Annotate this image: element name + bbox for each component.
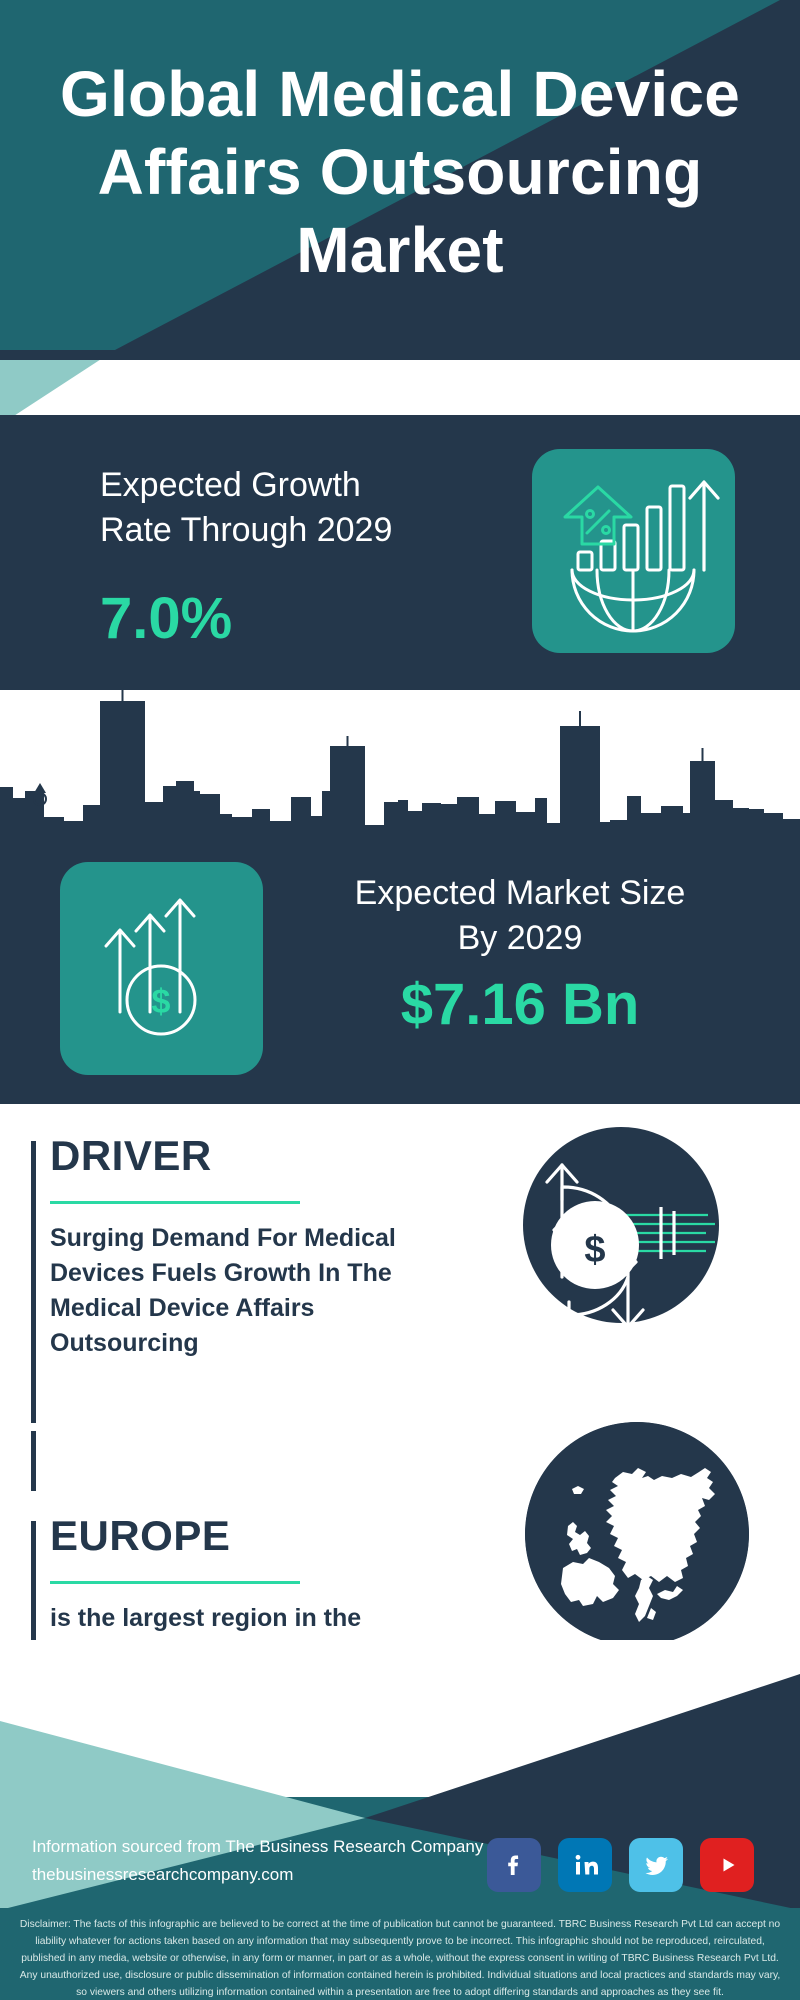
svg-text:$: $ bbox=[152, 983, 171, 1021]
svg-text:$: $ bbox=[584, 1229, 605, 1271]
